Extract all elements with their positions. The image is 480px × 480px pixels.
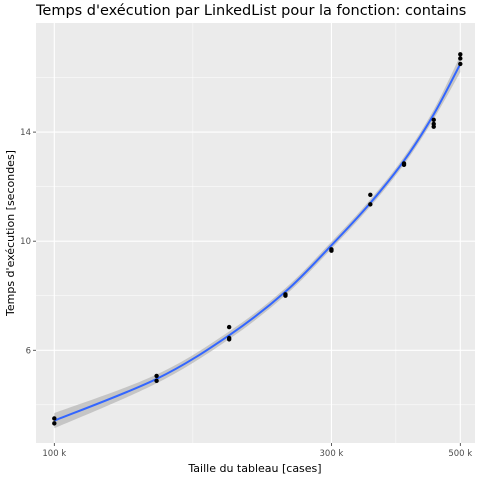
data-point [431, 124, 436, 129]
data-point [458, 56, 463, 61]
x-tick-label: 300 k [320, 449, 344, 459]
y-axis-title: Temps d'exécution [secondes] [4, 150, 17, 317]
data-point [154, 373, 159, 379]
y-axis: 6 10 14 [20, 128, 36, 356]
data-point [283, 293, 288, 298]
data-point [52, 421, 57, 426]
x-tick-label: 100 k [42, 449, 66, 459]
data-point [329, 248, 334, 253]
data-point [458, 52, 463, 57]
data-point [401, 162, 407, 168]
data-point [226, 337, 232, 342]
data-point [52, 416, 57, 421]
data-point [431, 117, 436, 123]
x-axis: 100 k 300 k 500 k [42, 443, 472, 459]
x-tick-label: 500 k [448, 449, 472, 459]
data-point [368, 192, 373, 198]
chart-title: Temps d'exécution par LinkedList pour la… [35, 3, 466, 19]
grid-major [36, 23, 475, 443]
plot-panel [36, 23, 475, 443]
data-points [52, 52, 463, 426]
x-axis-title: Taille du tableau [cases] [187, 462, 321, 475]
y-tick-label: 6 [26, 346, 31, 356]
fit-line [53, 63, 462, 422]
data-point [368, 202, 373, 207]
y-tick-label: 10 [20, 237, 31, 247]
data-point [154, 378, 159, 384]
data-point [458, 61, 463, 67]
y-tick-label: 14 [20, 128, 31, 138]
data-point [226, 324, 232, 330]
